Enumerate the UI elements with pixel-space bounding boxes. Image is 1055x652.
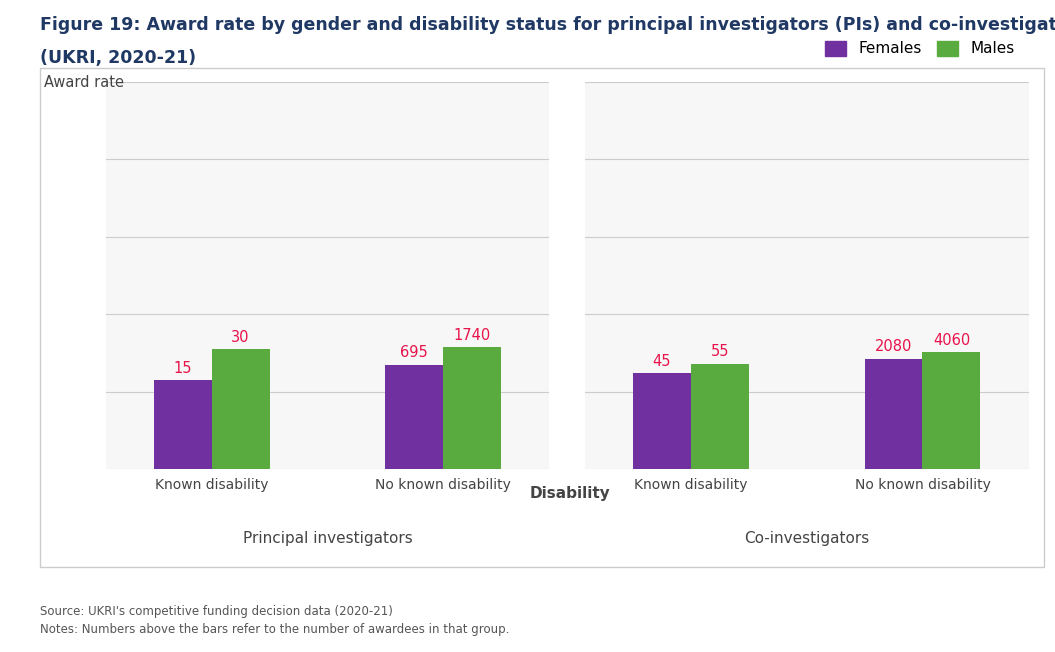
Text: 55: 55 <box>711 344 729 359</box>
Text: Principal investigators: Principal investigators <box>243 531 413 546</box>
Text: 15: 15 <box>173 361 192 376</box>
Text: 1740: 1740 <box>454 327 491 342</box>
Bar <box>443 348 501 469</box>
Text: Award rate: Award rate <box>44 75 124 90</box>
Text: Notes: Numbers above the bars refer to the number of awardees in that group.: Notes: Numbers above the bars refer to t… <box>40 623 510 636</box>
Text: 2080: 2080 <box>875 339 913 354</box>
Bar <box>865 359 922 469</box>
Bar <box>691 364 749 469</box>
Text: 45: 45 <box>653 353 671 368</box>
Bar <box>154 380 212 469</box>
Text: Figure 19: Award rate by gender and disability status for principal investigator: Figure 19: Award rate by gender and disa… <box>40 16 1055 35</box>
Bar <box>212 349 269 469</box>
Text: 30: 30 <box>231 329 250 344</box>
Legend: Females, Males: Females, Males <box>819 35 1021 63</box>
Text: (UKRI, 2020-21): (UKRI, 2020-21) <box>40 49 196 67</box>
Text: 4060: 4060 <box>933 333 970 348</box>
Bar <box>633 373 691 469</box>
Bar <box>922 352 980 469</box>
Text: Co-investigators: Co-investigators <box>744 531 869 546</box>
Text: 695: 695 <box>400 345 428 360</box>
Bar <box>385 364 443 469</box>
Text: Disability: Disability <box>530 486 610 501</box>
Text: Source: UKRI's competitive funding decision data (2020-21): Source: UKRI's competitive funding decis… <box>40 605 392 618</box>
